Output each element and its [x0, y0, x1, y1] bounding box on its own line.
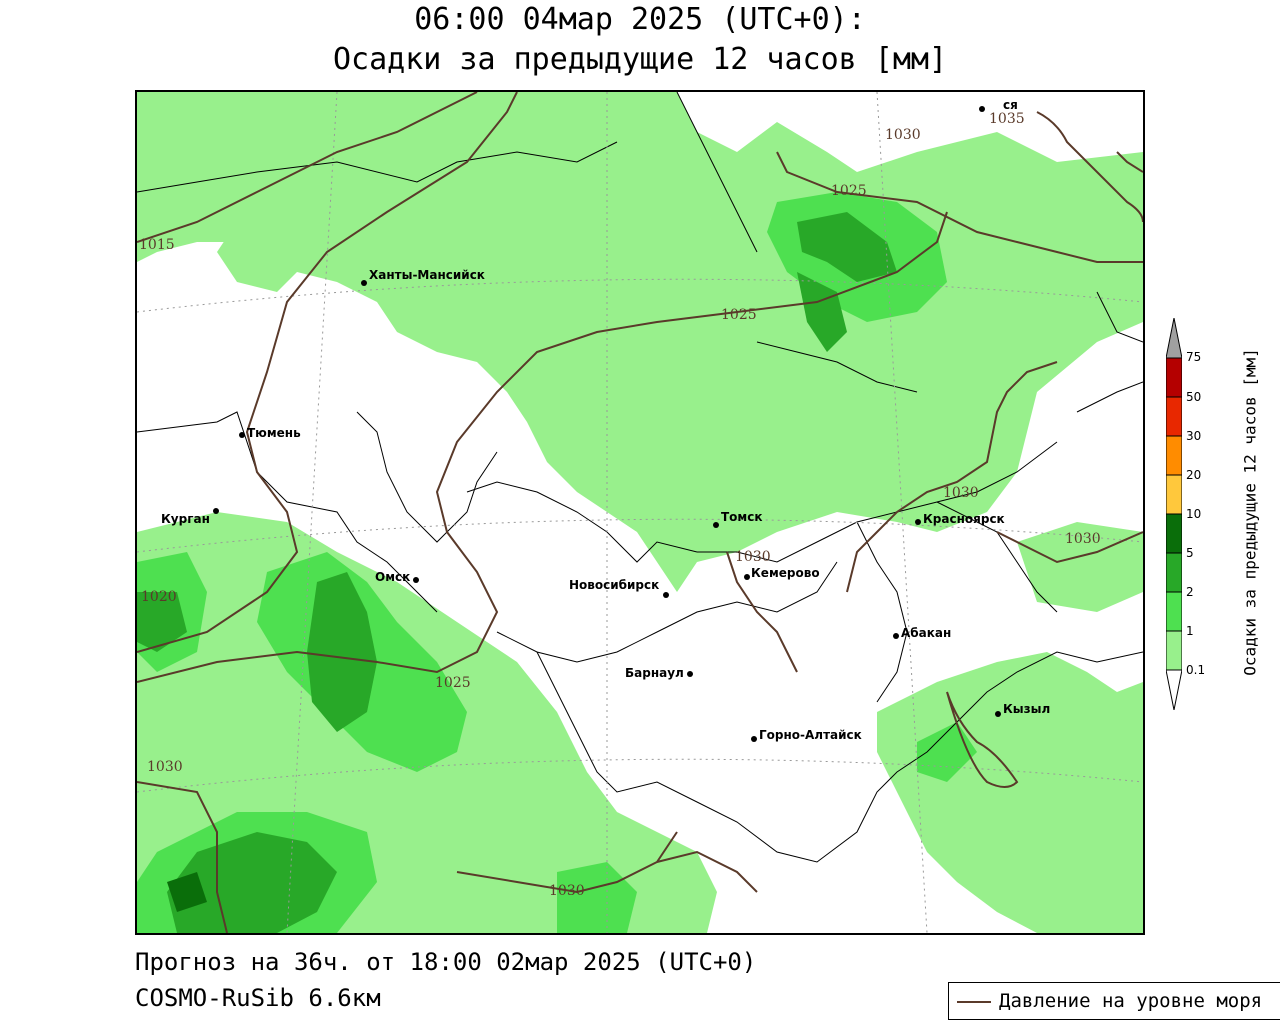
city-dot — [361, 280, 367, 286]
colorbar-tick: 50 — [1186, 390, 1202, 404]
colorbar-tick: 10 — [1186, 507, 1202, 521]
map-title: 06:00 04мар 2025 (UTC+0): — [414, 2, 866, 37]
city-label-gorno-altaysk: Горно-Алтайск — [759, 728, 862, 742]
city-dot — [744, 574, 750, 580]
isobar-label: 1025 — [831, 183, 867, 199]
isobar-label: 1025 — [721, 307, 757, 323]
colorbar-segment — [1166, 474, 1182, 515]
colorbar-min-arrow — [1166, 669, 1182, 710]
precip-colorbar — [1166, 318, 1182, 710]
city-label-kemerovo: Кемерово — [751, 566, 820, 580]
colorbar-segment — [1166, 357, 1182, 398]
region-boundaries — [137, 92, 1143, 863]
isobar-label: 1030 — [943, 485, 979, 501]
colorbar-segment — [1166, 396, 1182, 437]
city-dot — [413, 577, 419, 583]
city-dot — [893, 633, 899, 639]
isobar-label: 1030 — [885, 127, 921, 143]
model-name: COSMO-RuSib 6.6км — [135, 984, 381, 1012]
city-dot — [751, 736, 757, 742]
isobar-label: 1015 — [139, 237, 175, 253]
colorbar-segment — [1166, 591, 1182, 632]
colorbar-tick: 20 — [1186, 468, 1202, 482]
city-label-tomsk: Томск — [721, 510, 763, 524]
colorbar-tick: 75 — [1186, 350, 1202, 364]
colorbar-segment — [1166, 435, 1182, 476]
forecast-info: Прогноз на 36ч. от 18:00 02мар 2025 (UTC… — [135, 948, 757, 976]
pressure-legend-label: Давление на уровне моря — [999, 990, 1263, 1012]
graticule — [137, 92, 1143, 933]
city-label-partial: ся — [1003, 98, 1018, 112]
isobar-label: 1030 — [1065, 531, 1101, 547]
colorbar-tick: 5 — [1186, 546, 1194, 560]
colorbar-tick: 30 — [1186, 429, 1202, 443]
city-dot — [687, 671, 693, 677]
city-label-khanty-mansiysk: Ханты-Мансийск — [369, 268, 485, 282]
city-dot — [663, 592, 669, 598]
city-label-novosibirsk: Новосибирск — [569, 578, 660, 592]
pressure-legend: Давление на уровне моря — [948, 982, 1280, 1020]
colorbar-tick: 0.1 — [1186, 663, 1206, 677]
colorbar-segment — [1166, 552, 1182, 593]
precip-heavy-layer — [137, 212, 897, 933]
colorbar-segment — [1166, 513, 1182, 554]
city-dot — [213, 508, 219, 514]
isobar-label: 1020 — [141, 589, 177, 605]
colorbar-title: Осадки за предыдущие 12 часов [мм] — [1240, 348, 1260, 676]
isobar-label: 1030 — [735, 549, 771, 565]
colorbar-segment — [1166, 630, 1182, 671]
city-label-krasnoyarsk: Красноярск — [923, 512, 1005, 526]
city-label-omsk: Омск — [375, 570, 411, 584]
map-canvas — [137, 92, 1143, 933]
city-dot — [915, 519, 921, 525]
colorbar-tick: 1 — [1186, 624, 1194, 638]
isobar-label: 1025 — [435, 675, 471, 691]
city-label-barnaul: Барнаул — [625, 666, 684, 680]
isobars — [137, 92, 1143, 933]
city-dot — [713, 522, 719, 528]
isobar-label: 1030 — [549, 883, 585, 899]
colorbar-tick: 2 — [1186, 585, 1194, 599]
city-dot — [979, 106, 985, 112]
isobar-label: 1030 — [147, 759, 183, 775]
city-label-tyumen: Тюмень — [247, 426, 301, 440]
precip-very-heavy-layer — [167, 872, 207, 912]
city-label-abakan: Абакан — [901, 626, 952, 640]
map-subtitle: Осадки за предыдущие 12 часов [мм] — [332, 42, 948, 77]
precipitation-map: 1015 1020 1025 1025 1025 1030 1030 1030 … — [135, 90, 1145, 935]
city-label-kurgan: Курган — [161, 512, 210, 526]
city-dot — [995, 711, 1001, 717]
city-label-kyzyl: Кызыл — [1003, 702, 1051, 716]
colorbar-max-arrow — [1166, 318, 1182, 359]
pressure-legend-line — [957, 1001, 991, 1003]
isobar-label: 1035 — [989, 111, 1025, 127]
city-dot — [239, 432, 245, 438]
